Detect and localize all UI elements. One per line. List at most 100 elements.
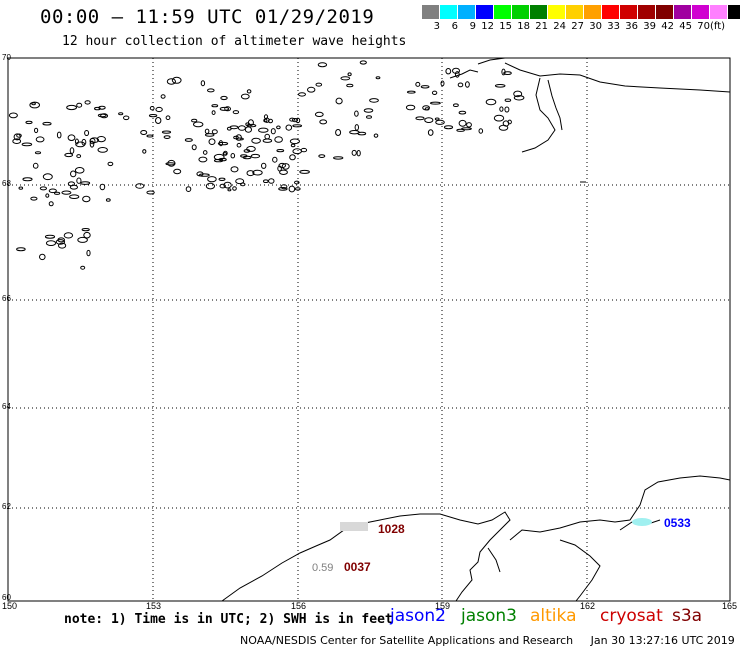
ice-floe <box>280 184 288 190</box>
ice-floe <box>315 82 323 87</box>
legend-swatch <box>710 5 728 19</box>
ice-floe <box>66 104 77 111</box>
ice-floe <box>458 110 467 115</box>
lon-label: 150 <box>2 601 17 611</box>
legend-swatch <box>692 5 710 19</box>
lon-label: 159 <box>435 601 450 611</box>
ice-floe <box>317 62 328 68</box>
ice-floe <box>240 182 246 187</box>
obs-value: 0533 <box>664 516 691 530</box>
ice-floe <box>478 128 484 134</box>
ice-floe <box>240 93 250 100</box>
lat-label: 66 <box>2 294 11 303</box>
ice-floe <box>54 191 61 195</box>
ice-floe <box>146 134 154 138</box>
legend-label: 15 <box>499 21 512 32</box>
legend-label: 45 <box>679 21 692 32</box>
ice-floe <box>184 138 193 142</box>
ice-floe <box>453 103 459 107</box>
legend-label: 39 <box>643 21 656 32</box>
ice-floe <box>211 110 216 115</box>
ice-floe <box>236 142 242 148</box>
ice-floe <box>227 188 232 192</box>
ice-floe <box>289 138 300 145</box>
ice-floe <box>69 147 75 154</box>
legend-label: 18 <box>517 21 530 32</box>
ice-floe <box>173 168 182 175</box>
ice-floe <box>445 68 452 75</box>
ice-floe <box>264 133 271 140</box>
ice-floe <box>35 136 45 143</box>
ice-floe <box>457 82 464 88</box>
ice-floe <box>55 239 66 245</box>
satellite-label-altika: altika <box>530 606 577 626</box>
graticule <box>8 58 730 601</box>
ice-floe <box>226 126 232 131</box>
ice-floe <box>498 124 509 131</box>
ice-floe <box>335 97 343 105</box>
legend-label: 6 <box>451 21 458 32</box>
ice-floe <box>61 190 72 195</box>
legend-label: 9 <box>469 21 476 32</box>
ice-floe <box>258 127 269 133</box>
obs-track-marker <box>340 522 368 531</box>
ice-floe <box>281 163 290 170</box>
ice-floe <box>204 133 215 137</box>
ice-floe <box>235 137 244 141</box>
satellite-label-s3a: s3a <box>672 606 703 626</box>
legend-swatch <box>584 5 602 19</box>
ice-floe <box>363 108 374 113</box>
legend-labels: 3 6 9 12 15 18 21 24 27 30 33 36 39 42 45 70 <box>422 21 710 32</box>
ice-floe <box>366 115 372 119</box>
ice-floe <box>230 153 236 159</box>
ice-floe <box>13 133 21 141</box>
ice-floe <box>198 156 208 163</box>
ice-floe <box>507 119 512 125</box>
legend-label: 27 <box>571 21 584 32</box>
obs-value: 1028 <box>378 522 405 536</box>
ice-floe <box>513 90 523 98</box>
ice-floe <box>97 147 108 153</box>
ice-floe <box>86 249 91 257</box>
ice-floe <box>503 71 512 75</box>
ice-floe <box>140 130 148 135</box>
legend-swatch <box>494 5 512 19</box>
ice-floe <box>292 148 303 155</box>
ice-floe <box>285 124 293 131</box>
satellite-label-jason2: jason2 <box>390 606 446 626</box>
ice-floe <box>149 106 155 111</box>
ice-floe <box>318 154 326 159</box>
ice-floe <box>142 149 147 154</box>
legend-swatch <box>602 5 620 19</box>
ice-floe <box>307 86 316 93</box>
ice-floe <box>230 166 239 173</box>
ice-floe <box>242 155 252 160</box>
ice-floe <box>89 140 95 148</box>
ice-floe <box>161 130 172 134</box>
ice-floe <box>270 128 276 135</box>
ice-floe <box>107 161 114 167</box>
lat-label: 70 <box>2 53 11 62</box>
ice-floe <box>356 150 361 157</box>
legend-label: 36 <box>625 21 638 32</box>
ice-floe <box>251 137 261 144</box>
ice-floe <box>250 153 261 159</box>
ice-floe <box>202 150 208 155</box>
ice-floe <box>48 201 54 207</box>
ice-floe <box>99 183 106 191</box>
ice-floe <box>105 198 111 202</box>
legend-swatch <box>566 5 584 19</box>
ice-floe <box>375 76 381 80</box>
ice-floe <box>185 186 192 193</box>
coastline-north <box>449 57 731 183</box>
ice-floe <box>218 177 226 182</box>
legend-label: 42 <box>661 21 674 32</box>
ice-floe <box>25 120 33 125</box>
ice-floe <box>276 125 281 130</box>
ice-floe <box>39 253 46 261</box>
ice-floe <box>405 104 416 111</box>
ice-floe <box>198 173 210 177</box>
map-title: 00:00 – 11:59 UTC 01/29/2019 <box>40 6 375 28</box>
ice-floe <box>274 136 283 143</box>
ice-floe <box>359 60 367 65</box>
